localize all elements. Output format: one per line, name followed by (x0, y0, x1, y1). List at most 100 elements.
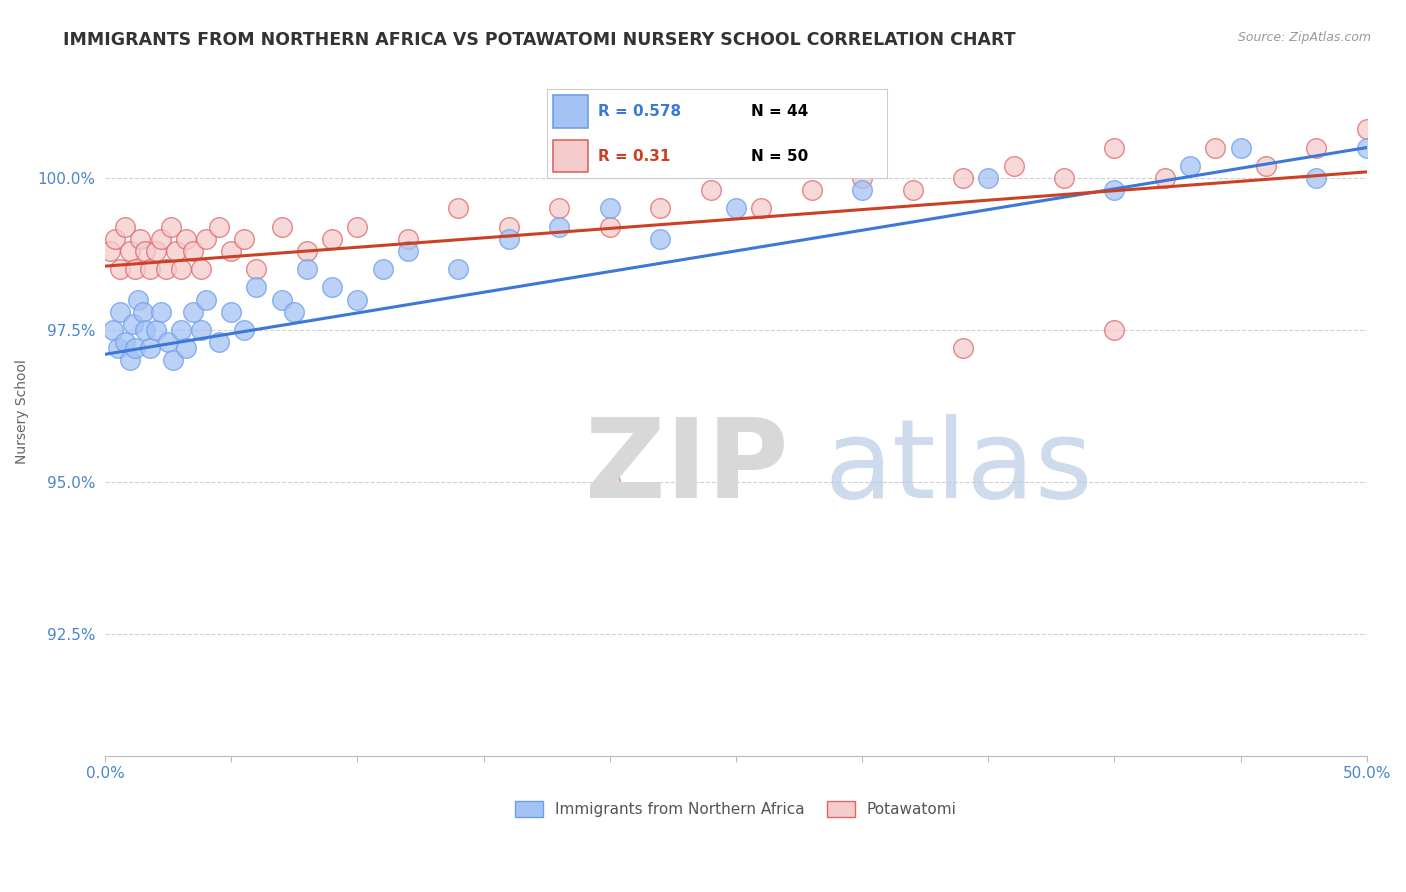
Point (1002, 159, 1025, 173)
Point (170, 262, 193, 277)
Point (219, 244, 242, 258)
Point (159, 219, 181, 234)
Text: IMMIGRANTS FROM NORTHERN AFRICA VS POTAWATOMI NURSERY SCHOOL CORRELATION CHART: IMMIGRANTS FROM NORTHERN AFRICA VS POTAW… (63, 31, 1017, 49)
Point (1305, 140, 1327, 154)
Point (321, 232, 343, 246)
Point (190, 262, 212, 277)
Point (134, 244, 156, 258)
Point (190, 323, 212, 337)
Point (149, 304, 172, 318)
Point (165, 244, 187, 258)
Point (195, 232, 218, 246)
Point (108, 262, 131, 277)
Point (396, 244, 419, 258)
Point (371, 262, 394, 277)
Point (219, 304, 242, 318)
Point (1355, 122, 1378, 136)
Point (295, 262, 318, 277)
Point (447, 262, 470, 277)
Point (162, 353, 184, 368)
Point (245, 262, 267, 277)
Point (800, 183, 823, 197)
Point (1053, 171, 1076, 186)
Point (107, 341, 129, 355)
Point (145, 244, 167, 258)
Point (1229, 140, 1251, 154)
Point (132, 304, 155, 318)
Point (183, 304, 205, 318)
Point (170, 323, 193, 337)
Point (145, 323, 167, 337)
Point (749, 202, 772, 216)
Point (1178, 159, 1201, 173)
Point (346, 219, 368, 234)
Y-axis label: Nursery School: Nursery School (15, 359, 30, 465)
Point (447, 202, 470, 216)
Point (321, 280, 343, 294)
Point (283, 304, 305, 318)
Point (650, 202, 672, 216)
Point (139, 262, 162, 277)
Point (1305, 171, 1327, 186)
Point (548, 202, 571, 216)
Point (548, 219, 571, 234)
Point (1154, 171, 1177, 186)
Point (124, 341, 146, 355)
Point (157, 335, 180, 350)
Point (270, 219, 292, 234)
Point (724, 202, 747, 216)
Point (98, 244, 121, 258)
Point (1104, 323, 1126, 337)
Point (232, 323, 254, 337)
Point (134, 323, 156, 337)
Legend: Immigrants from Northern Africa, Potawatomi: Immigrants from Northern Africa, Potawat… (509, 796, 963, 823)
Point (114, 219, 136, 234)
Point (108, 304, 131, 318)
Point (901, 183, 924, 197)
Point (120, 353, 142, 368)
Point (174, 232, 197, 246)
Point (129, 232, 152, 246)
Text: ZIP: ZIP (585, 414, 787, 521)
Point (650, 232, 672, 246)
Point (1104, 183, 1126, 197)
Point (174, 341, 197, 355)
Point (270, 293, 292, 307)
Point (245, 280, 267, 294)
Point (114, 335, 136, 350)
Point (599, 202, 621, 216)
Point (1104, 140, 1126, 154)
Point (295, 244, 318, 258)
Point (699, 183, 721, 197)
Point (346, 293, 368, 307)
Point (207, 335, 229, 350)
Text: atlas: atlas (824, 414, 1092, 521)
Point (183, 244, 205, 258)
Point (232, 232, 254, 246)
Point (1254, 159, 1277, 173)
Point (599, 475, 621, 489)
Point (977, 171, 1000, 186)
Point (396, 232, 419, 246)
Point (498, 219, 520, 234)
Point (498, 232, 520, 246)
Point (101, 323, 124, 337)
Text: Source: ZipAtlas.com: Source: ZipAtlas.com (1237, 31, 1371, 45)
Point (104, 232, 127, 246)
Point (1355, 140, 1378, 154)
Point (207, 219, 229, 234)
Point (599, 219, 621, 234)
Point (120, 244, 142, 258)
Point (851, 171, 873, 186)
Point (952, 341, 974, 355)
Point (139, 341, 162, 355)
Point (851, 183, 873, 197)
Point (121, 317, 143, 331)
Point (127, 293, 149, 307)
Point (1204, 140, 1226, 154)
Point (149, 232, 172, 246)
Point (952, 171, 974, 186)
Point (124, 262, 146, 277)
Point (195, 293, 218, 307)
Point (155, 262, 177, 277)
